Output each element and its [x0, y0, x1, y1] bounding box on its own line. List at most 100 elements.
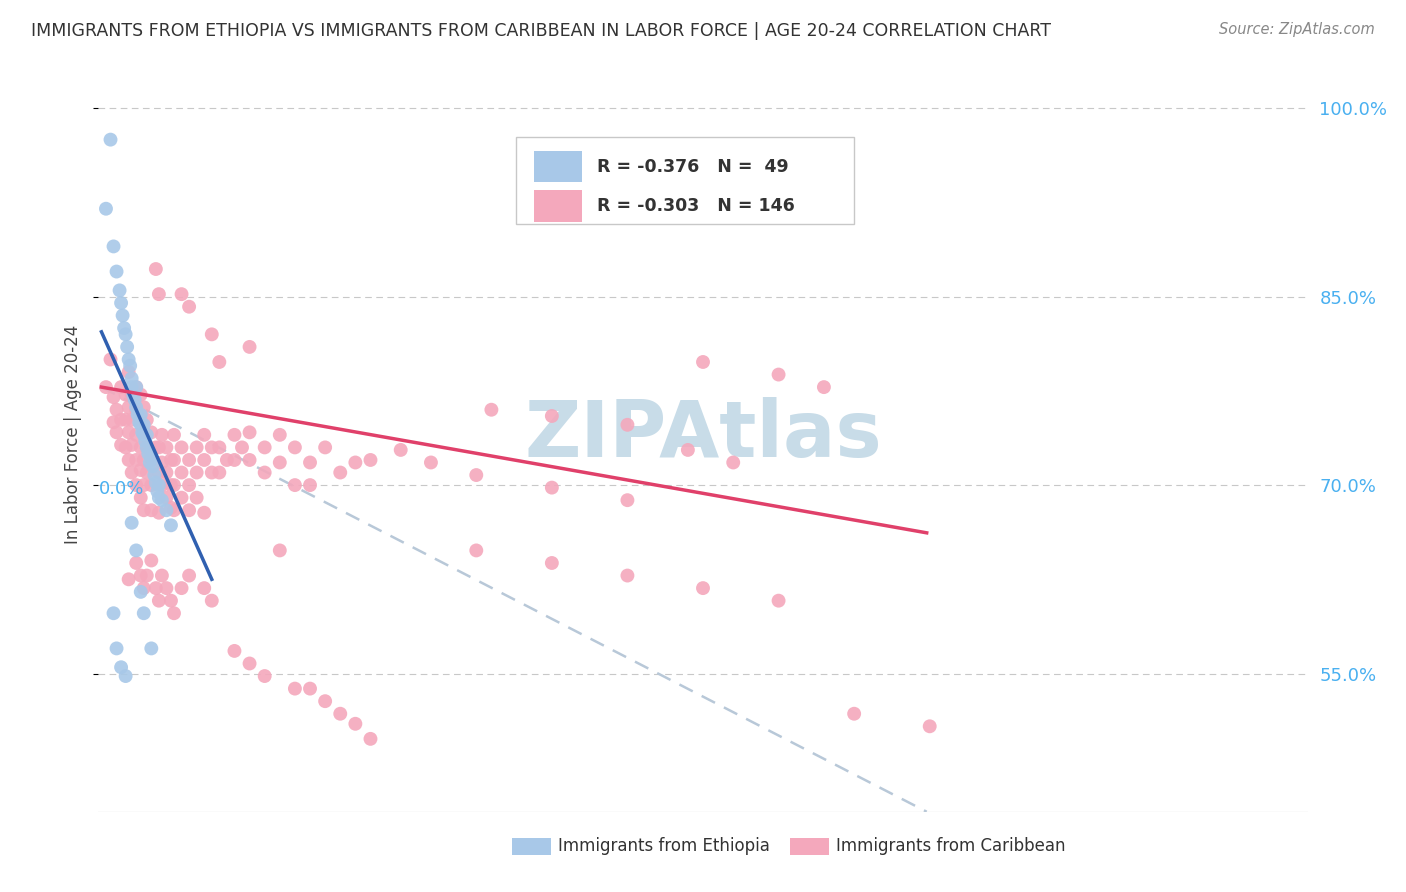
Point	[616, 417, 638, 432]
Point	[253, 669, 276, 683]
Point	[115, 340, 138, 354]
Point	[118, 365, 141, 379]
Point	[121, 371, 143, 385]
Point	[150, 455, 173, 469]
Point	[125, 556, 148, 570]
Point	[540, 409, 562, 423]
Point	[163, 428, 186, 442]
Point	[193, 506, 215, 520]
Point	[208, 466, 231, 480]
Point	[125, 402, 148, 417]
Point	[114, 669, 136, 683]
Point	[150, 428, 173, 442]
Point	[163, 503, 186, 517]
Point	[136, 447, 159, 461]
Point	[314, 694, 336, 708]
Point	[329, 706, 352, 721]
Point	[145, 581, 167, 595]
Point	[148, 478, 170, 492]
Point	[239, 425, 262, 440]
Point	[193, 581, 215, 595]
Point	[299, 478, 322, 492]
Text: Immigrants from Ethiopia: Immigrants from Ethiopia	[558, 838, 769, 855]
Point	[160, 518, 183, 533]
Point	[201, 466, 224, 480]
Point	[139, 455, 162, 469]
Point	[284, 441, 307, 455]
Point	[129, 568, 152, 582]
Point	[768, 368, 790, 382]
Text: 0.0%: 0.0%	[98, 480, 143, 498]
Point	[344, 716, 367, 731]
Point	[148, 287, 170, 301]
Text: IMMIGRANTS FROM ETHIOPIA VS IMMIGRANTS FROM CARIBBEAN IN LABOR FORCE | AGE 20-24: IMMIGRANTS FROM ETHIOPIA VS IMMIGRANTS F…	[31, 22, 1050, 40]
Point	[844, 706, 866, 721]
Y-axis label: In Labor Force | Age 20-24: In Labor Force | Age 20-24	[65, 326, 83, 544]
Text: Immigrants from Caribbean: Immigrants from Caribbean	[837, 838, 1066, 855]
Point	[125, 401, 148, 415]
Point	[186, 466, 208, 480]
Point	[155, 466, 177, 480]
Point	[269, 455, 291, 469]
Point	[135, 413, 157, 427]
Point	[160, 593, 183, 607]
Point	[110, 438, 132, 452]
Point	[465, 468, 488, 483]
Point	[616, 493, 638, 508]
Point	[94, 380, 117, 394]
Point	[132, 417, 155, 432]
Point	[239, 657, 262, 671]
Point	[155, 581, 177, 595]
Point	[813, 380, 835, 394]
FancyBboxPatch shape	[512, 838, 551, 855]
Point	[125, 453, 148, 467]
Point	[186, 441, 208, 455]
Point	[201, 593, 224, 607]
Point	[269, 428, 291, 442]
Point	[135, 568, 157, 582]
Point	[118, 453, 141, 467]
Point	[132, 425, 155, 440]
Point	[121, 413, 143, 427]
Point	[170, 287, 193, 301]
Point	[163, 478, 186, 492]
Point	[143, 468, 166, 483]
Point	[239, 453, 262, 467]
Point	[129, 413, 152, 427]
Point	[155, 441, 177, 455]
Point	[329, 466, 352, 480]
Point	[135, 428, 157, 442]
Point	[148, 506, 170, 520]
Point	[155, 491, 177, 505]
Point	[170, 441, 193, 455]
Point	[129, 491, 152, 505]
Point	[186, 491, 208, 505]
Point	[132, 478, 155, 492]
Point	[132, 606, 155, 620]
Point	[121, 516, 143, 530]
Point	[150, 493, 173, 508]
Text: R = -0.376   N =  49: R = -0.376 N = 49	[596, 158, 789, 176]
Point	[299, 455, 322, 469]
Point	[127, 408, 149, 422]
Point	[132, 401, 155, 415]
Point	[125, 380, 148, 394]
Point	[120, 359, 142, 373]
Point	[118, 352, 141, 367]
Point	[124, 392, 146, 407]
FancyBboxPatch shape	[790, 838, 828, 855]
Point	[103, 390, 125, 404]
Point	[103, 606, 125, 620]
Point	[105, 641, 128, 656]
Point	[170, 491, 193, 505]
Point	[314, 441, 336, 455]
Point	[125, 478, 148, 492]
Point	[129, 585, 152, 599]
FancyBboxPatch shape	[516, 137, 855, 224]
Point	[284, 681, 307, 696]
Point	[481, 402, 503, 417]
Point	[163, 606, 186, 620]
FancyBboxPatch shape	[534, 190, 582, 221]
Point	[135, 441, 157, 455]
Point	[121, 387, 143, 401]
